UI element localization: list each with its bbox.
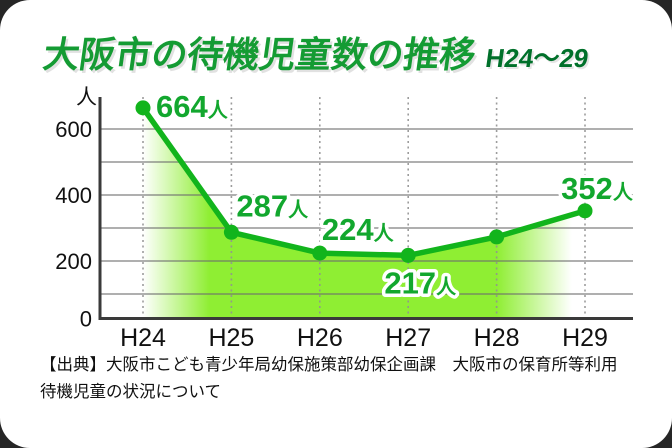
value-label: 224人 xyxy=(322,212,395,247)
source-note-line2: 待機児童の状況について xyxy=(40,383,222,401)
trend-line xyxy=(140,105,588,259)
data-point xyxy=(489,229,505,245)
data-point xyxy=(135,100,151,116)
x-tick-label: H29 xyxy=(562,324,608,352)
y-tick-label: 200 xyxy=(55,249,92,274)
y-axis-labels: 0 200 400 600 人 xyxy=(55,86,97,332)
value-label: 664人 xyxy=(156,89,229,124)
y-tick-label: 400 xyxy=(55,183,92,208)
data-point xyxy=(223,224,239,240)
x-tick-label: H26 xyxy=(297,324,343,352)
source-note: 【出典】大阪市こども青少年局幼保施策部幼保企画課 大阪市の保育所等利用 待機児童… xyxy=(40,352,638,406)
y-tick-label: 0 xyxy=(80,307,92,332)
area-fill xyxy=(143,107,585,318)
value-label: 352人 xyxy=(561,171,634,206)
value-label: 287人 xyxy=(236,188,309,223)
x-axis-labels: H24 H25 H26 H27 H28 H29 xyxy=(120,324,608,352)
data-point xyxy=(577,203,593,219)
data-point xyxy=(400,247,416,263)
data-points xyxy=(135,100,593,263)
horizontal-gridlines xyxy=(100,128,633,295)
x-tick-label: H28 xyxy=(474,324,520,352)
value-labels: 664人 287人 224人 217人 352人 xyxy=(153,85,638,304)
x-tick-label: H25 xyxy=(208,324,254,352)
x-tick-label: H27 xyxy=(385,324,431,352)
source-note-line1: 【出典】大阪市こども青少年局幼保施策部幼保企画課 大阪市の保育所等利用 xyxy=(40,356,618,374)
data-point xyxy=(312,245,328,261)
value-label: 217人 xyxy=(384,265,457,300)
axes xyxy=(98,97,633,320)
x-tick-label: H24 xyxy=(120,324,166,352)
y-axis-unit-label: 人 xyxy=(76,86,97,109)
y-tick-label: 600 xyxy=(55,117,92,142)
